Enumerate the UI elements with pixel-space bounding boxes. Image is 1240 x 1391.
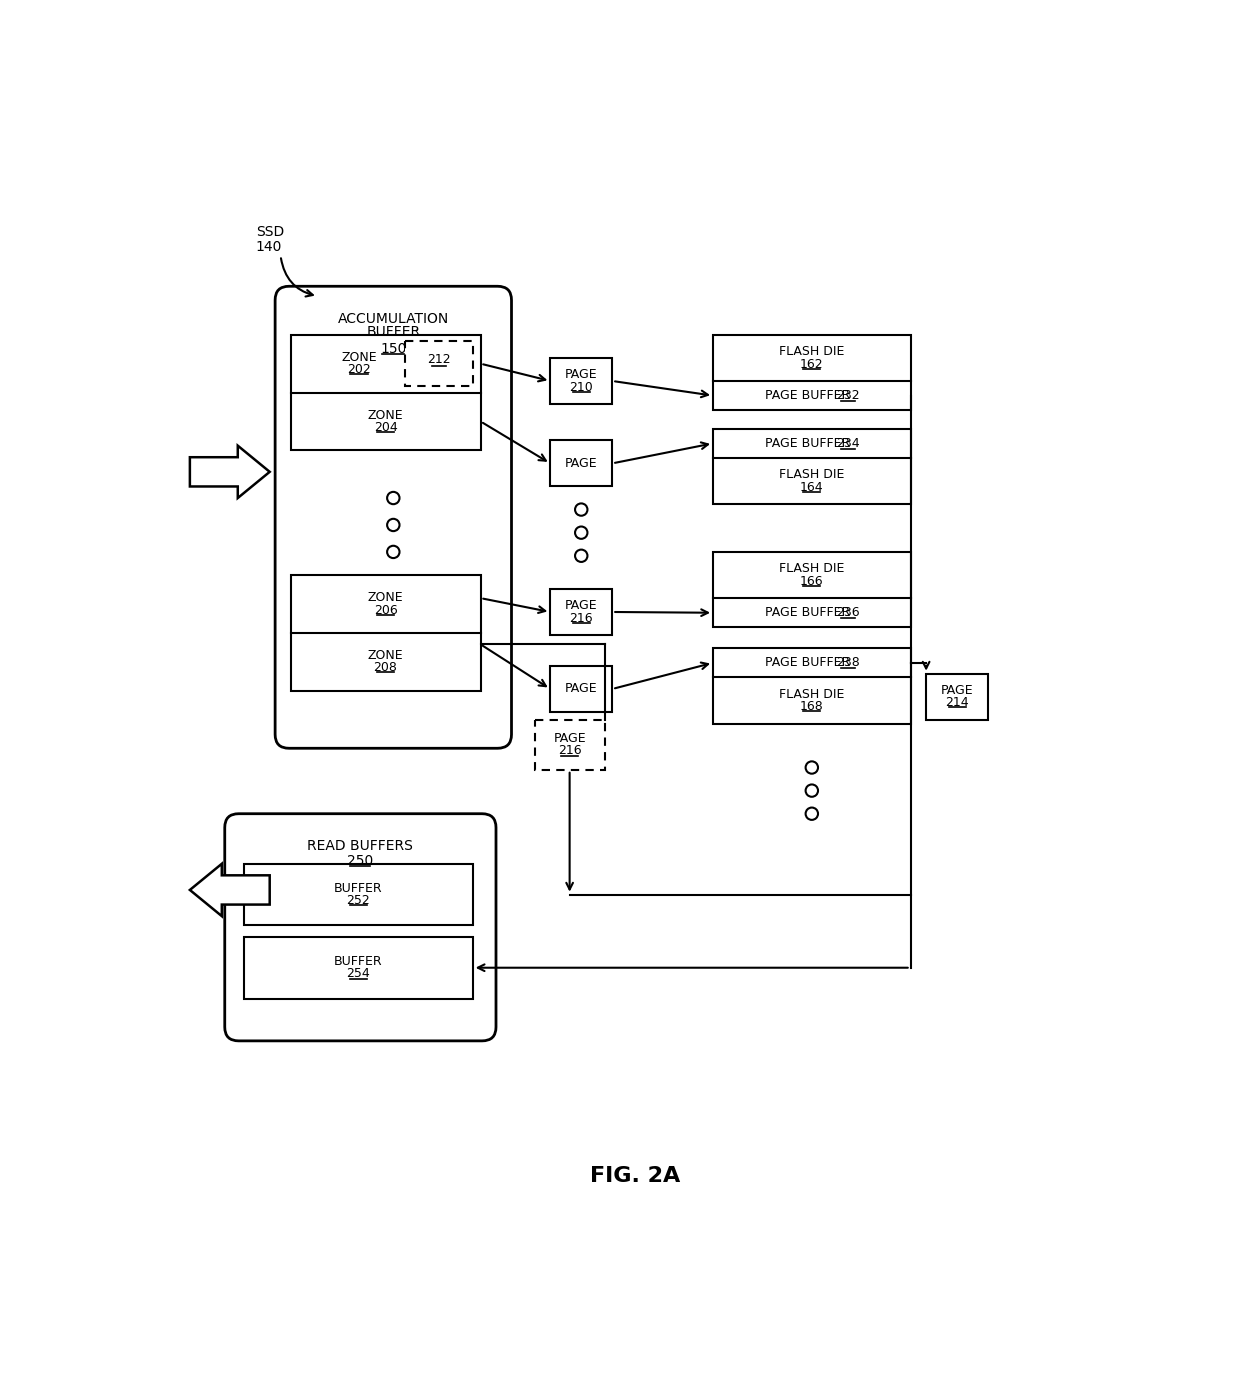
Polygon shape: [190, 445, 270, 498]
Bar: [534, 719, 605, 769]
Text: 252: 252: [346, 894, 371, 907]
Text: 214: 214: [945, 697, 968, 709]
Text: 250: 250: [347, 854, 373, 868]
Text: 202: 202: [347, 363, 371, 377]
Text: ACCUMULATION: ACCUMULATION: [337, 312, 449, 325]
FancyBboxPatch shape: [275, 287, 511, 748]
Text: FLASH DIE: FLASH DIE: [779, 345, 844, 359]
Text: 236: 236: [836, 606, 859, 619]
Bar: [713, 335, 910, 410]
Text: 150: 150: [381, 342, 407, 356]
Bar: [713, 428, 910, 504]
Text: PAGE: PAGE: [565, 369, 598, 381]
Text: FLASH DIE: FLASH DIE: [779, 689, 844, 701]
Text: 164: 164: [800, 481, 823, 494]
Text: 212: 212: [427, 353, 450, 366]
Text: PAGE BUFFER: PAGE BUFFER: [765, 437, 851, 449]
Bar: [244, 938, 472, 999]
Text: FLASH DIE: FLASH DIE: [779, 562, 844, 576]
Text: 204: 204: [373, 421, 398, 434]
Bar: [290, 335, 481, 451]
Bar: [713, 648, 910, 723]
Text: 216: 216: [569, 612, 593, 625]
Bar: [926, 673, 988, 719]
Text: 206: 206: [373, 604, 398, 616]
Text: FLASH DIE: FLASH DIE: [779, 469, 844, 481]
Bar: [244, 864, 472, 925]
Text: READ BUFFERS: READ BUFFERS: [308, 839, 413, 853]
Bar: [551, 666, 613, 712]
Text: PAGE: PAGE: [941, 684, 973, 697]
Bar: [404, 341, 472, 387]
Bar: [551, 588, 613, 636]
Text: 140: 140: [255, 241, 283, 255]
Text: BUFFER: BUFFER: [334, 956, 383, 968]
Text: 210: 210: [569, 381, 593, 394]
Text: ZONE: ZONE: [368, 650, 403, 662]
Text: PAGE BUFFER: PAGE BUFFER: [765, 389, 851, 402]
Text: 166: 166: [800, 574, 823, 587]
Text: ZONE: ZONE: [368, 409, 403, 421]
Bar: [551, 441, 613, 487]
Text: 216: 216: [558, 744, 582, 758]
Polygon shape: [190, 864, 270, 917]
Bar: [713, 552, 910, 627]
Text: PAGE: PAGE: [565, 456, 598, 470]
Text: PAGE: PAGE: [565, 600, 598, 612]
Text: BUFFER: BUFFER: [366, 325, 420, 339]
Text: ZONE: ZONE: [341, 351, 377, 364]
Text: 208: 208: [373, 661, 398, 675]
Text: 162: 162: [800, 357, 823, 370]
Text: 232: 232: [836, 389, 859, 402]
Bar: [290, 574, 481, 690]
Text: ZONE: ZONE: [368, 591, 403, 604]
Text: 234: 234: [836, 437, 859, 449]
Text: BUFFER: BUFFER: [334, 882, 383, 894]
Text: 168: 168: [800, 700, 823, 714]
Text: FIG. 2A: FIG. 2A: [590, 1166, 681, 1185]
Text: PAGE: PAGE: [565, 683, 598, 696]
Text: PAGE: PAGE: [553, 732, 587, 746]
Text: PAGE BUFFER: PAGE BUFFER: [765, 657, 851, 669]
Text: 238: 238: [836, 657, 859, 669]
Text: SSD: SSD: [255, 225, 284, 239]
Text: 254: 254: [346, 967, 371, 981]
Bar: [551, 357, 613, 403]
Text: PAGE BUFFER: PAGE BUFFER: [765, 606, 851, 619]
FancyBboxPatch shape: [224, 814, 496, 1040]
